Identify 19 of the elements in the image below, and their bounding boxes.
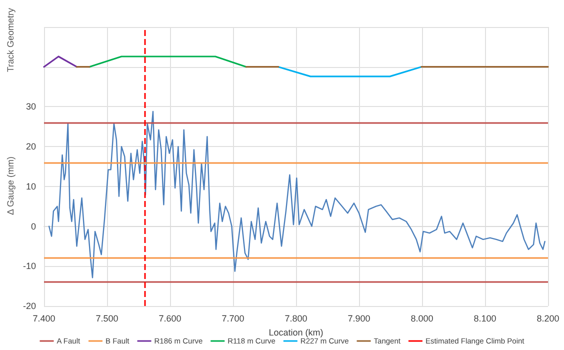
x-tick-label: 8.200 <box>536 314 560 324</box>
x-tick-label: 8.000 <box>410 314 434 324</box>
y-tick-label: 20 <box>26 142 36 152</box>
x-tick-label: 7.600 <box>158 314 182 324</box>
x-axis-title: Location (km) <box>268 327 324 338</box>
x-tick-label: 8.100 <box>474 314 496 324</box>
y-axis-title: Δ Gauge (mm) <box>6 156 16 216</box>
y-tick-label: 30 <box>26 102 36 112</box>
y-tick-label: -20 <box>22 301 36 311</box>
y-tick-label: 10 <box>26 181 36 192</box>
x-tick-label: 7.400 <box>32 314 56 324</box>
text: Track Geometry <box>6 8 16 72</box>
line-series <box>48 110 546 278</box>
x-tick-label: 7.700 <box>222 314 244 324</box>
y-tick-label: -10 <box>22 261 36 272</box>
x-tick-label: 7.800 <box>284 314 308 324</box>
x-tick-label: 7.500 <box>96 314 118 324</box>
x-tick-label: 7.900 <box>348 314 370 324</box>
y-tick-label: 0 <box>30 221 36 232</box>
